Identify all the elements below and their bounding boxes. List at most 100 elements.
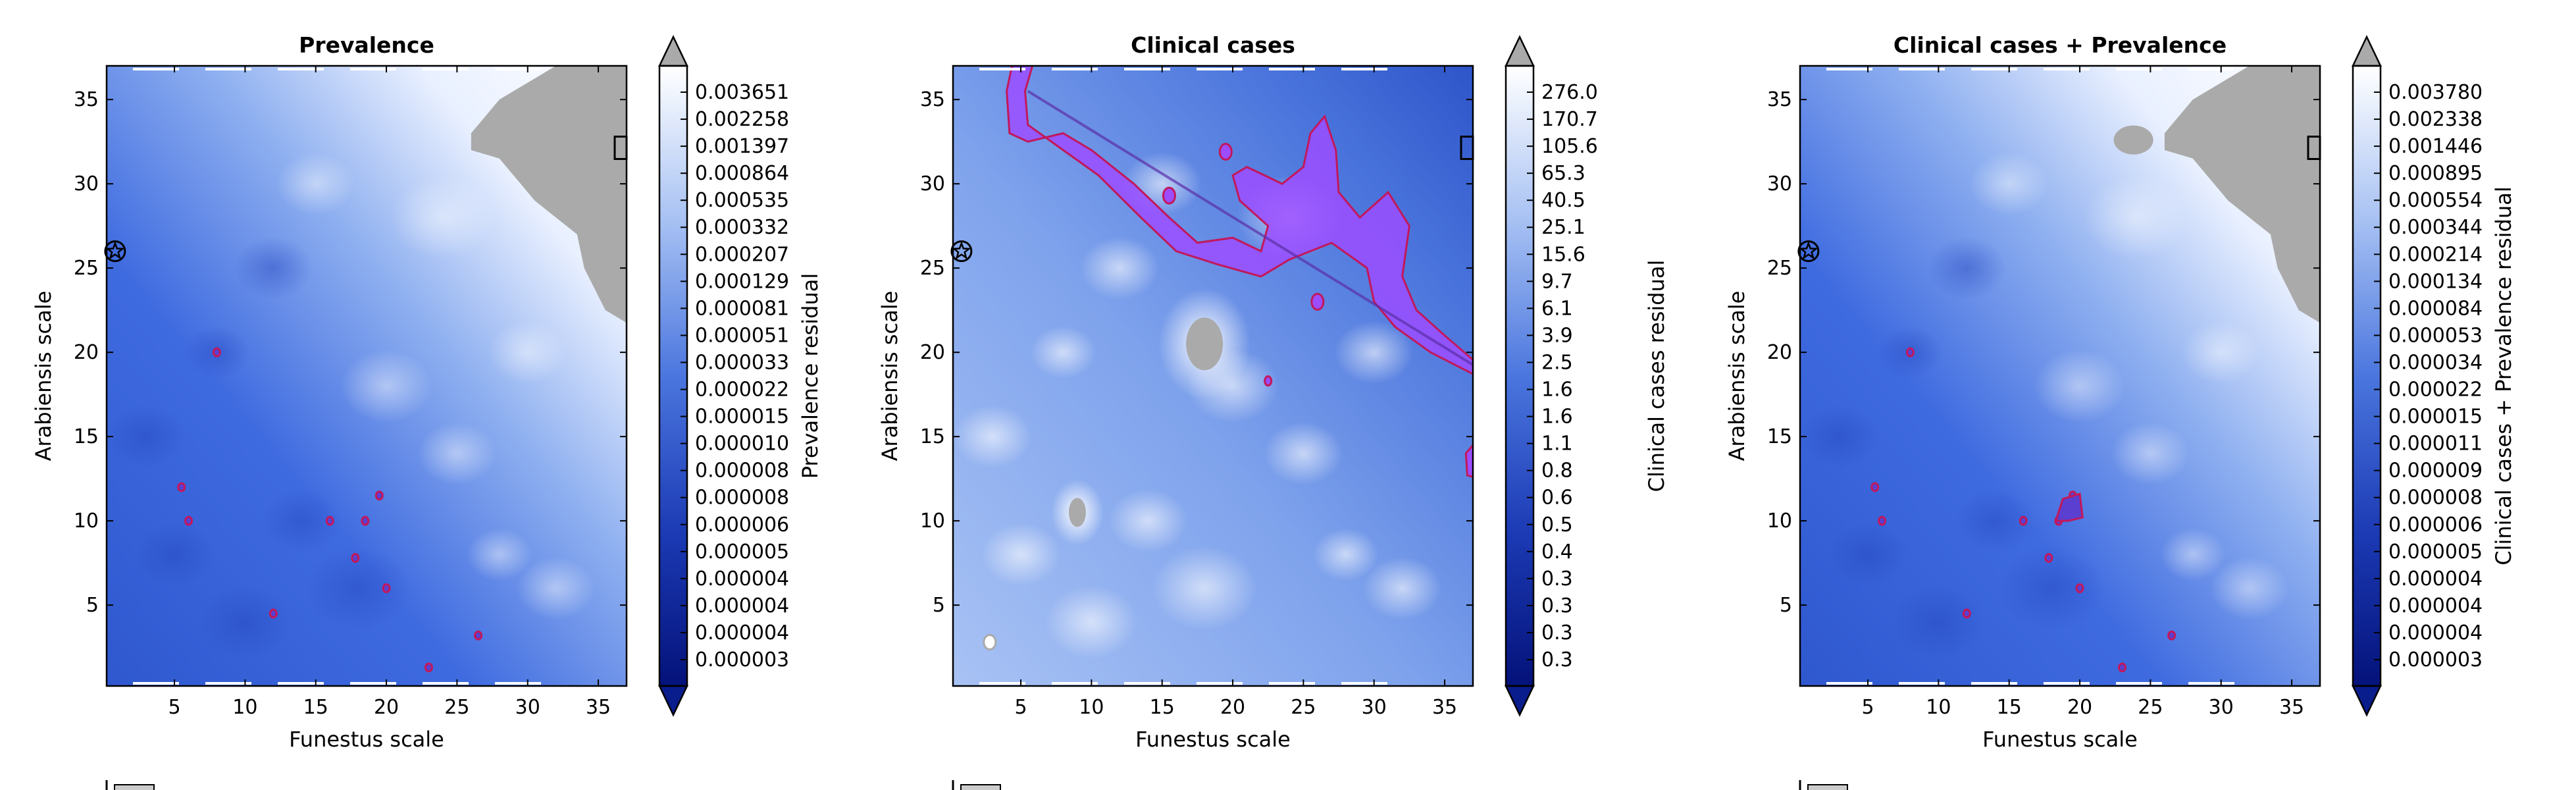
- texture-blob: [1264, 421, 1343, 485]
- x-tick-label: 25: [444, 696, 469, 719]
- colorbar-tick-label: 0.003651: [695, 81, 789, 104]
- colorbar-tick-label: 0.000034: [2388, 351, 2483, 374]
- colorbar-tick-label: 0.001446: [2388, 135, 2483, 158]
- colorbar-tick-label: 0.000004: [2388, 621, 2483, 645]
- colorbar-tick-label: 0.000005: [695, 540, 789, 564]
- colorbar-extend-bottom: [2352, 685, 2382, 717]
- contour-region: [1006, 66, 1473, 375]
- x-tick-label: 30: [1362, 696, 1387, 719]
- chart-title: Prevalence: [299, 32, 434, 58]
- x-tick-label: 25: [1291, 696, 1316, 719]
- colorbar-extend-top: [658, 35, 688, 67]
- x-tick-label: 15: [1150, 696, 1175, 719]
- colorbar-tick-label: 0.000008: [2388, 487, 2483, 510]
- colorbar-tick-label: 0.6: [1541, 487, 1573, 510]
- texture-blob: [2159, 528, 2226, 581]
- x-tick-label: 35: [2279, 696, 2304, 719]
- x-tick-label: 20: [1220, 696, 1245, 719]
- texture-blob: [135, 523, 215, 587]
- x-tick-label: 15: [1997, 696, 2022, 719]
- colorbar-label: Prevalence residual: [798, 273, 823, 479]
- x-tick-label: 5: [168, 696, 180, 719]
- legend-swatch: [1807, 784, 1848, 790]
- texture-blob: [390, 175, 496, 260]
- colorbar-tick-label: 0.000332: [695, 216, 789, 239]
- masked-region: [1186, 317, 1224, 371]
- contour-spot: [351, 552, 360, 563]
- colorbar-label: Clinical cases residual: [1644, 260, 1669, 492]
- colorbar-tick-label: 0.000004: [695, 621, 789, 645]
- colorbar-tick-label: 6.1: [1541, 297, 1573, 320]
- texture-blob: [1955, 489, 2035, 553]
- texture-blob: [2083, 175, 2189, 260]
- colorbar-gradient: [659, 66, 687, 686]
- texture-blob: [466, 528, 532, 581]
- masked-region: [2164, 66, 2320, 323]
- colorbar-tick-label: 0.4: [1541, 540, 1573, 564]
- texture-blob: [2209, 556, 2289, 620]
- y-tick-label: 5: [1780, 594, 1792, 617]
- y-tick-label: 20: [920, 341, 945, 364]
- texture-blob: [1108, 489, 1188, 553]
- plot-frame: [952, 65, 1474, 687]
- contour-region: [2054, 492, 2084, 522]
- heatmap-field: [1800, 66, 2320, 686]
- contour-region: [1464, 443, 1473, 478]
- colorbar-tick-label: 0.000554: [2388, 189, 2483, 212]
- y-tick-label: 25: [1767, 257, 1792, 280]
- plot-frame: [1799, 65, 2321, 687]
- y-tick-label: 10: [1767, 510, 1792, 533]
- colorbar-tick-label: 0.000010: [695, 433, 789, 456]
- x-tick-label: 30: [515, 696, 540, 719]
- y-tick-label: 30: [920, 172, 945, 196]
- texture-blob: [953, 405, 1033, 469]
- colorbar-tick-label: 25.1: [1541, 216, 1585, 239]
- colorbar-tick-label: 1.6: [1541, 379, 1573, 402]
- colorbar-tick-label: 0.000008: [695, 487, 789, 510]
- x-tick-label: 5: [1861, 696, 1874, 719]
- contour-spot: [212, 347, 221, 357]
- y-tick-label: 25: [920, 257, 945, 280]
- texture-blob: [199, 585, 292, 659]
- masked-region: [983, 633, 997, 650]
- colorbar-tick-label: 0.000207: [695, 243, 789, 266]
- colorbar-tick-label: 2.5: [1541, 351, 1573, 374]
- texture-blob: [2181, 321, 2261, 384]
- chart-panel-1: 5 10 15 20 25 30 35 5 10 15 20 25 30 35 Prevalence Fune…: [31, 32, 823, 790]
- colorbar-tick-label: 0.3: [1541, 648, 1573, 672]
- y-axis-label: Arabiensis scale: [1724, 291, 1749, 461]
- contour-spot: [1905, 347, 1915, 357]
- colorbar-label: Clinical cases + Prevalence residual: [2491, 186, 2516, 565]
- y-tick-label: 35: [920, 88, 945, 111]
- y-tick-label: 25: [74, 257, 99, 280]
- colorbar-tick-label: 0.002258: [695, 108, 789, 131]
- texture-blob: [305, 546, 411, 631]
- texture-blob: [1892, 585, 1985, 659]
- x-tick-label: 10: [1926, 696, 1951, 719]
- colorbar-tick-label: 65.3: [1541, 162, 1585, 185]
- colorbar-extend-top: [1505, 35, 1535, 67]
- y-axis-label: Arabiensis scale: [877, 291, 902, 461]
- colorbar-extend-bottom: [658, 685, 688, 717]
- contour-spot: [1162, 186, 1176, 205]
- masked-region: [1068, 498, 1086, 527]
- y-tick-label: 15: [74, 425, 99, 448]
- colorbar-tick-label: 276.0: [1541, 81, 1598, 104]
- colorbar-tick-label: 0.000053: [2388, 324, 2483, 347]
- colorbar-tick-label: 0.000006: [2388, 514, 2483, 537]
- texture-blob: [1080, 236, 1160, 300]
- texture-blob: [107, 405, 186, 469]
- x-tick-label: 20: [2067, 696, 2092, 719]
- texture-blob: [234, 236, 313, 300]
- colorbar-extend-bottom: [1505, 685, 1535, 717]
- colorbar-tick-label: 0.8: [1541, 460, 1573, 483]
- y-tick-label: 30: [1767, 172, 1792, 196]
- y-tick-label: 10: [920, 510, 945, 533]
- colorbar-tick-label: 0.5: [1541, 514, 1573, 537]
- colorbar-tick-label: 0.000005: [2388, 540, 2483, 564]
- colorbar-tick-label: 0.000051: [695, 324, 789, 347]
- texture-blob: [1362, 556, 1442, 620]
- colorbar-tick-label: 0.001397: [695, 135, 789, 158]
- colorbar-tick-label: 0.000004: [2388, 567, 2483, 591]
